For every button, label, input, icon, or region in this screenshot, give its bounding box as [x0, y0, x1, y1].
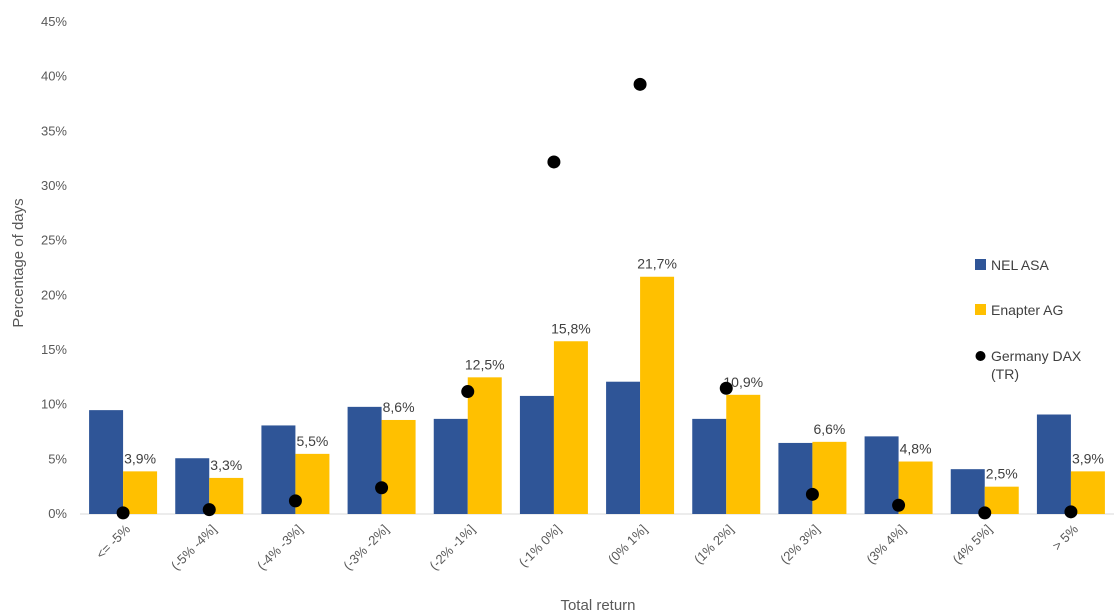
data-label: 6,6%	[813, 421, 845, 437]
x-tick-label: (4% 5%]	[950, 522, 995, 567]
data-label: 3,9%	[124, 450, 156, 466]
bar-nel-asa	[692, 418, 727, 514]
points-group	[116, 77, 1078, 520]
bar-enapter-ag	[553, 341, 588, 514]
bar-nel-asa	[864, 436, 899, 514]
bar-nel-asa	[347, 406, 382, 514]
data-labels-group: 3,9% 3,3% 5,5% 8,6% 12,5% 15,8% 21,7% 10,9% 6,6%…	[124, 256, 1104, 482]
bar-enapter-ag	[467, 377, 502, 514]
legend-label: Enapter AG	[991, 302, 1063, 318]
point-germany-dax	[202, 503, 216, 517]
x-tick-label: (-4% -3%]	[254, 522, 305, 573]
point-germany-dax	[805, 487, 819, 501]
legend: NEL ASA Enapter AG Germany DAX (TR)	[975, 257, 1082, 382]
y-tick-label: 45%	[41, 14, 67, 29]
x-tick-label: (-1% 0%]	[516, 522, 564, 570]
point-germany-dax	[116, 506, 130, 520]
bar-enapter-ag	[295, 453, 330, 514]
y-tick-label: 20%	[41, 287, 67, 302]
point-germany-dax	[1064, 505, 1078, 519]
bar-nel-asa	[175, 458, 210, 514]
x-tick-label: (0% 1%]	[605, 522, 650, 567]
point-germany-dax	[978, 506, 992, 520]
data-label: 5,5%	[296, 433, 328, 449]
legend-label: Germany DAX	[991, 348, 1082, 364]
x-tick-label: (-2% -1%]	[426, 522, 477, 573]
y-tick-label: 5%	[48, 451, 67, 466]
bars-group	[89, 276, 1105, 514]
y-axis-title: Percentage of days	[10, 198, 27, 327]
data-label: 12,5%	[465, 356, 505, 372]
bar-nel-asa	[519, 395, 554, 514]
x-tick-label: > 5%	[1049, 521, 1081, 553]
x-tick-label: (1% 2%]	[691, 522, 736, 567]
data-label: 3,3%	[210, 457, 242, 473]
y-tick-label: 15%	[41, 342, 67, 357]
data-label: 2,5%	[986, 466, 1018, 482]
x-tick-label: (3% 4%]	[863, 522, 908, 567]
bar-enapter-ag	[381, 419, 416, 514]
y-axis-ticks: 0% 5% 10% 15% 20% 25% 30% 35% 40% 45%	[41, 14, 67, 521]
point-germany-dax	[375, 481, 389, 495]
data-label: 10,9%	[723, 374, 763, 390]
point-germany-dax	[461, 385, 475, 399]
x-tick-label: (-3% -2%]	[340, 522, 391, 573]
x-tick-label: (2% 3%]	[777, 522, 822, 567]
bar-nel-asa	[1036, 414, 1071, 514]
bar-nel-asa	[950, 469, 985, 514]
y-tick-label: 40%	[41, 69, 67, 84]
y-tick-label: 10%	[41, 397, 67, 412]
y-tick-label: 0%	[48, 506, 67, 521]
y-tick-label: 25%	[41, 233, 67, 248]
bar-nel-asa	[433, 418, 468, 514]
data-label: 15,8%	[551, 320, 591, 336]
x-tick-label: (-5% -4%]	[168, 522, 219, 573]
legend-swatch	[975, 259, 986, 270]
x-axis-ticks: <= -5% (-5% -4%] (-4% -3%] (-3% -2%] (-2% -1…	[93, 521, 1081, 573]
legend-swatch	[975, 304, 986, 315]
bar-enapter-ag	[1070, 471, 1105, 514]
legend-label: (TR)	[991, 366, 1019, 382]
data-label: 21,7%	[637, 256, 677, 272]
bar-enapter-ag	[640, 276, 675, 514]
point-germany-dax	[288, 494, 302, 508]
y-tick-label: 35%	[41, 123, 67, 138]
bar-nel-asa	[778, 442, 813, 514]
point-germany-dax	[633, 77, 647, 91]
bar-enapter-ag	[812, 441, 847, 514]
x-axis-title: Total return	[560, 597, 635, 614]
y-tick-label: 30%	[41, 178, 67, 193]
bar-enapter-ag	[726, 394, 761, 514]
legend-label: NEL ASA	[991, 257, 1050, 273]
data-label: 3,9%	[1072, 450, 1104, 466]
bar-nel-asa	[606, 381, 641, 514]
point-germany-dax	[719, 381, 733, 395]
bar-enapter-ag	[123, 471, 158, 514]
legend-swatch	[975, 351, 986, 361]
data-label: 4,8%	[900, 441, 932, 457]
point-germany-dax	[547, 155, 561, 169]
bar-enapter-ag	[984, 486, 1019, 514]
point-germany-dax	[892, 498, 906, 512]
bar-nel-asa	[89, 410, 124, 514]
data-label: 8,6%	[383, 399, 415, 415]
x-tick-label: <= -5%	[93, 521, 134, 562]
